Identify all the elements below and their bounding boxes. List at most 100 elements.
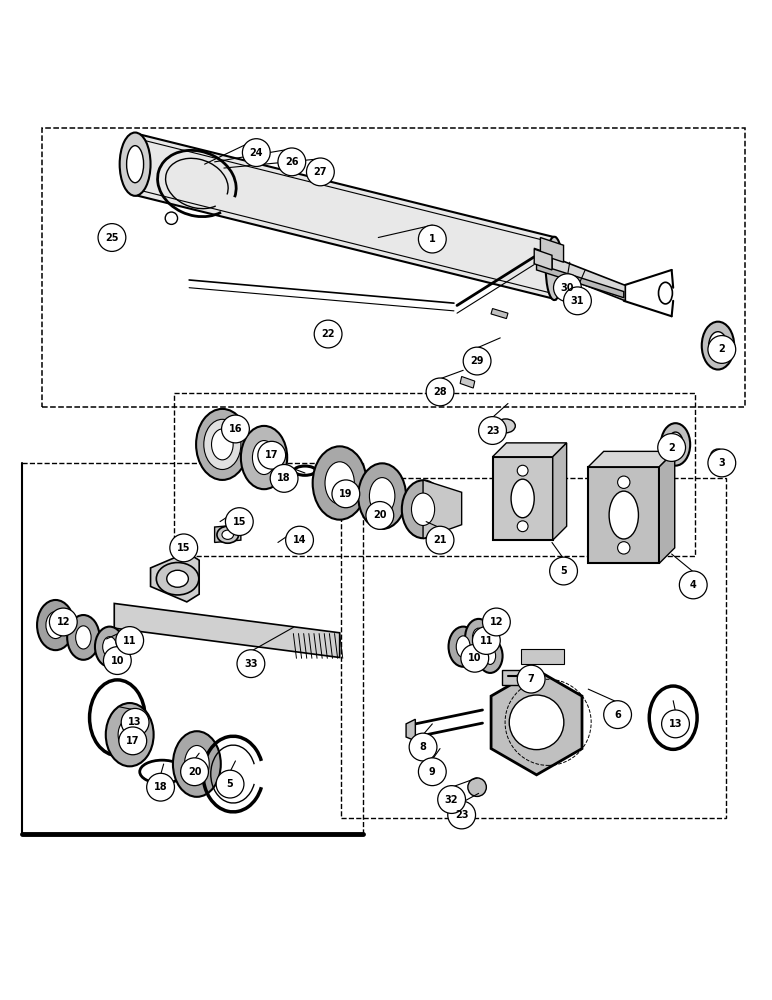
Bar bbox=[588, 467, 659, 563]
Ellipse shape bbox=[449, 627, 478, 667]
Ellipse shape bbox=[511, 479, 534, 518]
Ellipse shape bbox=[37, 600, 74, 650]
Polygon shape bbox=[491, 309, 508, 319]
Polygon shape bbox=[151, 552, 199, 602]
Polygon shape bbox=[491, 670, 582, 775]
Circle shape bbox=[121, 708, 149, 736]
Circle shape bbox=[216, 770, 244, 798]
Circle shape bbox=[662, 710, 689, 738]
Circle shape bbox=[550, 557, 577, 585]
Circle shape bbox=[181, 758, 208, 786]
Text: 14: 14 bbox=[293, 535, 306, 545]
Circle shape bbox=[463, 347, 491, 375]
Text: 27: 27 bbox=[313, 167, 327, 177]
Circle shape bbox=[658, 434, 686, 461]
Circle shape bbox=[517, 665, 545, 693]
Text: 21: 21 bbox=[433, 535, 447, 545]
Circle shape bbox=[165, 212, 178, 224]
Circle shape bbox=[604, 701, 631, 729]
Ellipse shape bbox=[702, 322, 734, 370]
Circle shape bbox=[306, 158, 334, 186]
Circle shape bbox=[426, 378, 454, 406]
Ellipse shape bbox=[212, 429, 233, 460]
Bar bbox=[42, 128, 745, 407]
Ellipse shape bbox=[127, 146, 144, 183]
Polygon shape bbox=[552, 257, 625, 301]
Ellipse shape bbox=[485, 647, 496, 664]
Polygon shape bbox=[406, 719, 415, 741]
Polygon shape bbox=[537, 264, 624, 298]
Polygon shape bbox=[521, 649, 564, 664]
Polygon shape bbox=[114, 603, 340, 657]
Ellipse shape bbox=[204, 419, 241, 470]
Circle shape bbox=[517, 521, 528, 532]
Circle shape bbox=[710, 449, 726, 464]
Ellipse shape bbox=[369, 478, 394, 515]
Ellipse shape bbox=[156, 563, 198, 595]
Circle shape bbox=[108, 234, 120, 247]
Ellipse shape bbox=[173, 731, 221, 797]
Text: 1: 1 bbox=[429, 234, 435, 244]
Text: 2: 2 bbox=[669, 443, 675, 453]
Circle shape bbox=[517, 465, 528, 476]
Text: 22: 22 bbox=[321, 329, 335, 339]
Bar bbox=[174, 393, 695, 556]
Circle shape bbox=[314, 320, 342, 348]
Polygon shape bbox=[423, 480, 462, 539]
Text: 15: 15 bbox=[232, 517, 246, 527]
Ellipse shape bbox=[401, 480, 445, 538]
Circle shape bbox=[708, 449, 736, 477]
Circle shape bbox=[225, 508, 253, 536]
Polygon shape bbox=[588, 451, 675, 467]
Text: 11: 11 bbox=[479, 636, 493, 646]
Ellipse shape bbox=[217, 526, 239, 543]
Text: 5: 5 bbox=[227, 779, 233, 789]
Polygon shape bbox=[215, 525, 241, 542]
Circle shape bbox=[679, 571, 707, 599]
Text: 9: 9 bbox=[429, 767, 435, 777]
Text: 19: 19 bbox=[339, 489, 353, 499]
Text: 12: 12 bbox=[56, 617, 70, 627]
Ellipse shape bbox=[252, 441, 276, 475]
Ellipse shape bbox=[185, 745, 209, 783]
Text: 5: 5 bbox=[560, 566, 567, 576]
Circle shape bbox=[278, 148, 306, 176]
Polygon shape bbox=[534, 249, 552, 270]
Circle shape bbox=[448, 801, 476, 829]
Text: 18: 18 bbox=[154, 782, 168, 792]
Text: 6: 6 bbox=[615, 710, 621, 720]
Text: 29: 29 bbox=[470, 356, 484, 366]
Ellipse shape bbox=[659, 282, 672, 304]
Circle shape bbox=[49, 608, 77, 636]
Ellipse shape bbox=[196, 409, 249, 480]
Text: 12: 12 bbox=[489, 617, 503, 627]
Circle shape bbox=[472, 627, 500, 654]
Text: 17: 17 bbox=[126, 736, 140, 746]
Circle shape bbox=[170, 534, 198, 562]
Circle shape bbox=[479, 417, 506, 444]
Bar bbox=[341, 478, 726, 818]
Circle shape bbox=[286, 526, 313, 554]
Ellipse shape bbox=[46, 612, 65, 639]
Text: 28: 28 bbox=[433, 387, 447, 397]
Ellipse shape bbox=[167, 570, 188, 587]
Text: 8: 8 bbox=[420, 742, 426, 752]
Ellipse shape bbox=[241, 426, 287, 489]
Ellipse shape bbox=[661, 423, 690, 466]
Ellipse shape bbox=[222, 530, 233, 539]
Circle shape bbox=[461, 644, 489, 672]
Ellipse shape bbox=[456, 636, 470, 657]
Text: 4: 4 bbox=[690, 580, 696, 590]
Text: 20: 20 bbox=[188, 767, 201, 777]
Text: 23: 23 bbox=[486, 426, 499, 436]
Circle shape bbox=[708, 336, 736, 363]
Polygon shape bbox=[553, 443, 567, 540]
Text: 13: 13 bbox=[669, 719, 682, 729]
Text: 13: 13 bbox=[128, 717, 142, 727]
Ellipse shape bbox=[709, 332, 727, 359]
Circle shape bbox=[468, 778, 486, 796]
Ellipse shape bbox=[472, 628, 485, 647]
Text: 33: 33 bbox=[244, 659, 258, 669]
Ellipse shape bbox=[478, 639, 503, 673]
Ellipse shape bbox=[120, 133, 151, 196]
